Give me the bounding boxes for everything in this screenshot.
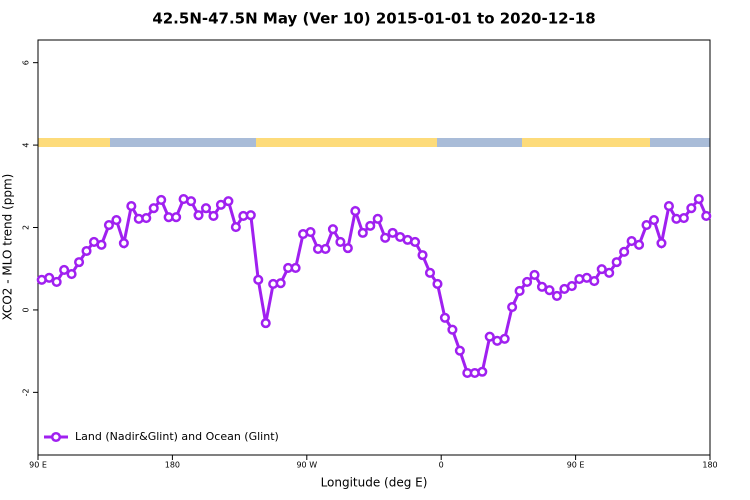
data-point (81, 245, 92, 257)
data-point (634, 239, 645, 250)
data-point (439, 312, 450, 323)
data-point (103, 219, 114, 231)
x-tick-label: 0 (439, 461, 444, 470)
data-point (417, 250, 428, 261)
data-point (245, 210, 256, 221)
data-point (663, 201, 674, 212)
data-point (372, 213, 383, 224)
land-ocean-strip (38, 138, 710, 147)
data-point (148, 203, 159, 214)
data-point (604, 267, 615, 278)
data-point (59, 264, 70, 276)
x-tick-label: 90 W (296, 461, 317, 470)
data-point (410, 236, 421, 247)
x-tick-label: 180 (702, 461, 717, 470)
data-point (432, 278, 443, 290)
data-point (335, 236, 346, 247)
data-point (126, 201, 137, 212)
y-tick-label: 2 (22, 225, 31, 230)
data-point (477, 366, 488, 377)
data-point (118, 238, 129, 249)
data-point (186, 196, 197, 207)
data-point (320, 243, 331, 254)
data-point (253, 274, 264, 285)
data-point (44, 272, 55, 283)
data-point (260, 318, 271, 329)
data-point (51, 276, 62, 287)
data-point (641, 219, 652, 231)
data-point (686, 203, 697, 214)
legend-label: Land (Nadir&Glint) and Ocean (Glint) (75, 430, 279, 443)
data-point (619, 246, 630, 257)
data-point (200, 203, 212, 214)
plot-frame (37, 39, 711, 456)
data-point (305, 226, 316, 238)
data-point (66, 269, 77, 280)
data-point (514, 285, 525, 297)
legend-marker (50, 431, 62, 443)
data-point (507, 302, 518, 313)
data-point (208, 210, 219, 222)
data-point (327, 224, 338, 235)
data-point (656, 238, 667, 249)
data-point (223, 196, 234, 207)
y-tick-label: 4 (22, 143, 31, 148)
x-tick-label: 90 E (567, 461, 585, 470)
x-tick-label: 90 E (29, 461, 47, 470)
data-point (141, 212, 152, 224)
data-point (484, 331, 495, 342)
data-point (499, 333, 510, 344)
data-point (215, 199, 226, 210)
data-point (380, 232, 391, 243)
data-point (544, 285, 555, 296)
data-point (596, 264, 607, 275)
data-point (111, 215, 122, 226)
data-point (589, 276, 600, 287)
data-point (611, 257, 622, 268)
data-point (357, 227, 368, 238)
data-point (626, 236, 637, 247)
data-point (454, 345, 465, 356)
data-point (350, 205, 361, 217)
y-tick-label: -2 (22, 388, 31, 396)
data-point (290, 262, 301, 273)
y-tick-label: 0 (22, 307, 31, 312)
data-point (365, 220, 376, 231)
data-point (693, 194, 704, 205)
data-point (678, 212, 689, 224)
data-point (342, 243, 353, 254)
data-point (447, 324, 458, 335)
y-axis-label: XCO2 - MLO trend (ppm) (1, 174, 15, 321)
x-tick-label: 180 (165, 461, 180, 470)
data-point (648, 215, 660, 226)
x-axis-label: Longitude (deg E) (321, 476, 428, 490)
data-point (230, 222, 241, 233)
data-point (529, 269, 540, 280)
data-point (551, 290, 562, 301)
chart-title: 42.5N-47.5N May (Ver 10) 2015-01-01 to 2… (152, 10, 595, 28)
data-point (424, 267, 436, 278)
data-point (275, 278, 286, 289)
data-point (96, 239, 107, 250)
data-point (74, 257, 85, 268)
data-point (566, 280, 577, 292)
data-point (171, 212, 182, 223)
y-tick-label: 6 (22, 60, 31, 65)
data-point (522, 276, 533, 287)
data-point (193, 210, 204, 221)
data-point (387, 227, 398, 238)
data-point (701, 210, 712, 222)
data-point (156, 194, 167, 205)
